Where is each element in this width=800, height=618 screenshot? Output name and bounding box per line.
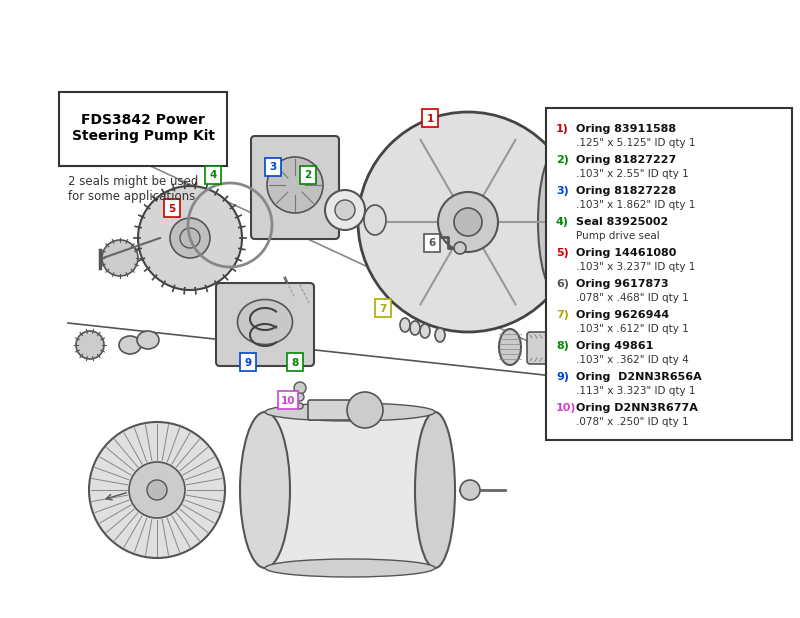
Text: 2: 2 — [304, 171, 312, 180]
Text: .103" x .612" ID qty 1: .103" x .612" ID qty 1 — [576, 324, 689, 334]
Text: 4: 4 — [210, 171, 217, 180]
Text: 8): 8) — [556, 341, 569, 351]
Circle shape — [358, 112, 578, 332]
Ellipse shape — [415, 412, 455, 568]
Text: 9: 9 — [245, 357, 251, 368]
Text: 10: 10 — [281, 396, 295, 405]
Text: .078" x .468" ID qty 1: .078" x .468" ID qty 1 — [576, 293, 689, 303]
FancyBboxPatch shape — [205, 166, 221, 184]
FancyBboxPatch shape — [527, 332, 588, 364]
Text: .103" x 1.862" ID qty 1: .103" x 1.862" ID qty 1 — [576, 200, 695, 210]
Text: 2 seals might be used
for some applications: 2 seals might be used for some applicati… — [68, 175, 198, 203]
FancyBboxPatch shape — [424, 234, 440, 252]
Text: 3): 3) — [556, 186, 569, 196]
Text: Seal 83925002: Seal 83925002 — [576, 217, 668, 227]
Text: Pump drive seal: Pump drive seal — [576, 231, 660, 241]
Ellipse shape — [240, 412, 290, 568]
FancyBboxPatch shape — [468, 150, 558, 295]
Ellipse shape — [499, 329, 521, 365]
Text: 9): 9) — [556, 372, 569, 382]
Text: 7): 7) — [556, 310, 569, 320]
Text: 8: 8 — [291, 357, 298, 368]
Text: .113" x 3.323" ID qty 1: .113" x 3.323" ID qty 1 — [576, 386, 695, 396]
Text: 4): 4) — [556, 217, 569, 227]
Text: Oring 9617873: Oring 9617873 — [576, 279, 669, 289]
FancyBboxPatch shape — [265, 412, 435, 568]
FancyBboxPatch shape — [59, 92, 227, 166]
Text: Oring 81827228: Oring 81827228 — [576, 186, 676, 196]
Circle shape — [454, 208, 482, 236]
Circle shape — [438, 192, 498, 252]
Circle shape — [454, 242, 466, 254]
Ellipse shape — [265, 403, 435, 421]
Ellipse shape — [310, 404, 350, 416]
Text: FDS3842 Power
Steering Pump Kit: FDS3842 Power Steering Pump Kit — [71, 113, 214, 143]
Text: .103" x 2.55" ID qty 1: .103" x 2.55" ID qty 1 — [576, 169, 689, 179]
Circle shape — [138, 186, 242, 290]
Circle shape — [170, 218, 210, 258]
Circle shape — [267, 157, 323, 213]
Text: 6: 6 — [428, 239, 436, 248]
Ellipse shape — [238, 300, 293, 344]
FancyBboxPatch shape — [422, 109, 438, 127]
Circle shape — [347, 392, 383, 428]
Ellipse shape — [538, 150, 578, 295]
FancyBboxPatch shape — [546, 108, 792, 440]
Text: 6): 6) — [556, 279, 569, 289]
Text: 3: 3 — [270, 163, 277, 172]
Text: 1: 1 — [426, 114, 434, 124]
FancyBboxPatch shape — [240, 353, 256, 371]
Text: 5): 5) — [556, 248, 569, 258]
Circle shape — [294, 382, 306, 394]
Circle shape — [147, 480, 167, 500]
Ellipse shape — [420, 324, 430, 338]
Circle shape — [325, 190, 365, 230]
FancyBboxPatch shape — [278, 391, 298, 409]
FancyBboxPatch shape — [375, 299, 391, 317]
FancyBboxPatch shape — [216, 283, 314, 366]
Text: Oring  D2NN3R656A: Oring D2NN3R656A — [576, 372, 702, 382]
Text: 10): 10) — [556, 403, 577, 413]
Ellipse shape — [265, 559, 435, 577]
Ellipse shape — [364, 205, 386, 235]
FancyBboxPatch shape — [251, 136, 339, 239]
Text: Oring 14461080: Oring 14461080 — [576, 248, 676, 258]
Circle shape — [296, 393, 304, 401]
Ellipse shape — [400, 318, 410, 332]
Circle shape — [89, 422, 225, 558]
Circle shape — [102, 240, 138, 276]
Text: 7: 7 — [379, 303, 386, 313]
Text: Oring D2NN3R677A: Oring D2NN3R677A — [576, 403, 698, 413]
Text: .103" x .362" ID qty 4: .103" x .362" ID qty 4 — [576, 355, 689, 365]
Ellipse shape — [137, 331, 159, 349]
Text: 2): 2) — [556, 155, 569, 165]
Text: .078" x .250" ID qty 1: .078" x .250" ID qty 1 — [576, 417, 689, 427]
Circle shape — [297, 403, 303, 409]
FancyBboxPatch shape — [300, 166, 316, 184]
Circle shape — [460, 480, 480, 500]
FancyBboxPatch shape — [287, 353, 303, 371]
Text: .125" x 5.125" ID qty 1: .125" x 5.125" ID qty 1 — [576, 138, 695, 148]
Ellipse shape — [435, 328, 445, 342]
Text: Oring 81827227: Oring 81827227 — [576, 155, 676, 165]
Text: 5: 5 — [168, 203, 176, 213]
Circle shape — [76, 331, 104, 359]
Text: .103" x 3.237" ID qty 1: .103" x 3.237" ID qty 1 — [576, 262, 695, 272]
Circle shape — [335, 200, 355, 220]
FancyBboxPatch shape — [308, 400, 352, 420]
Circle shape — [129, 462, 185, 518]
FancyBboxPatch shape — [164, 199, 180, 217]
Text: Oring 83911588: Oring 83911588 — [576, 124, 676, 134]
Text: Oring 49861: Oring 49861 — [576, 341, 654, 351]
Text: Oring 9626944: Oring 9626944 — [576, 310, 670, 320]
Text: 1): 1) — [556, 124, 569, 134]
FancyBboxPatch shape — [265, 158, 281, 176]
Ellipse shape — [119, 336, 141, 354]
Circle shape — [180, 228, 200, 248]
Ellipse shape — [410, 321, 420, 335]
